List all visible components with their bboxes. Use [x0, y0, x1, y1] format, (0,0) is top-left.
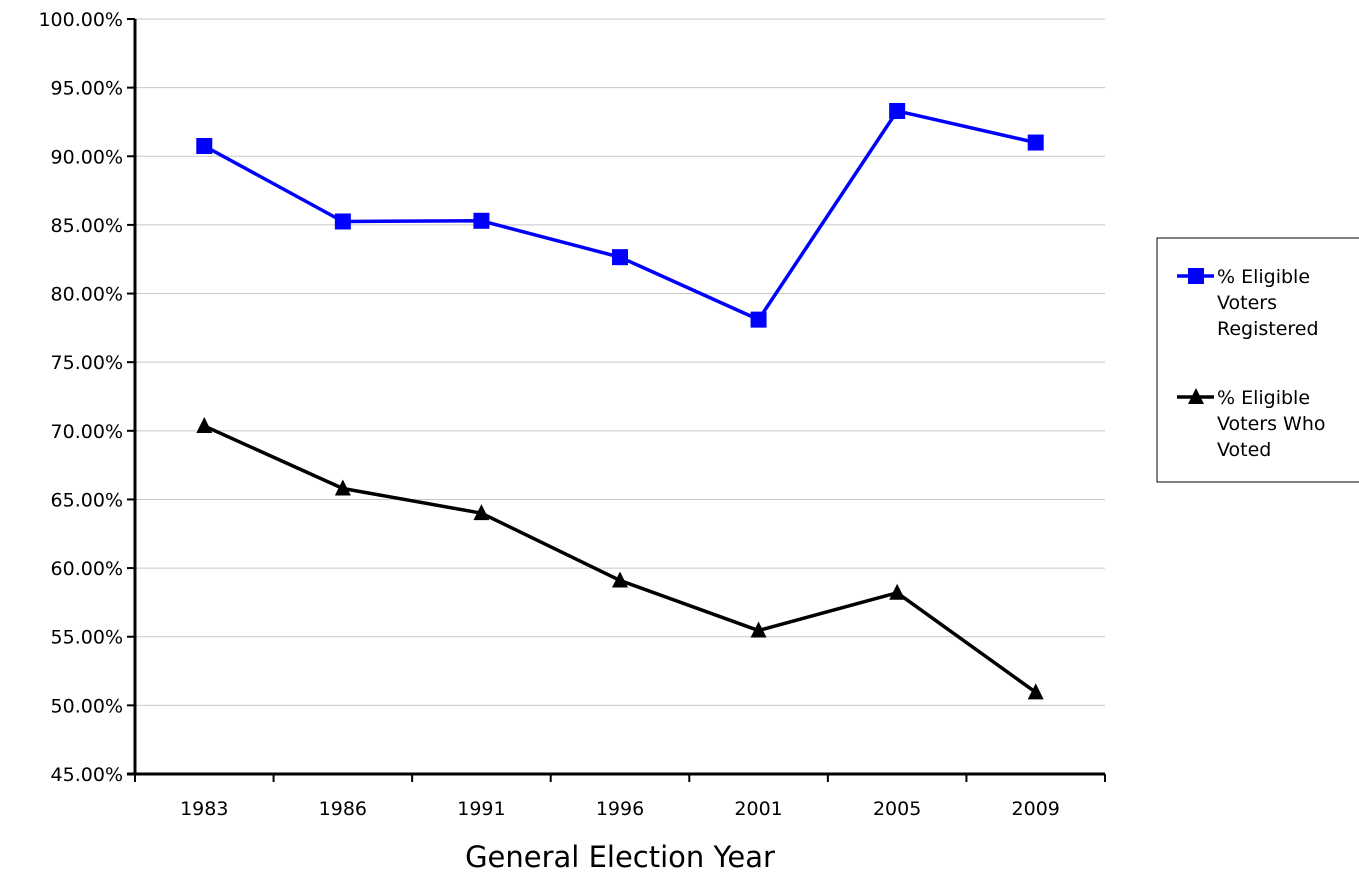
series-line [203, 424, 1037, 694]
legend-label: Voters [1217, 292, 1277, 314]
legend-label: Voters Who [1217, 413, 1326, 435]
legend-marker [1188, 388, 1204, 404]
data-point [750, 311, 767, 328]
legend: % Eligible Voters Registered % Eligible Vote… [1156, 237, 1359, 483]
grid-lines [135, 18, 1105, 706]
y-tick-label: 55.00% [51, 627, 123, 649]
x-tick-label: 2005 [873, 798, 921, 820]
legend-label: % Eligible [1217, 266, 1310, 288]
y-tick-label: 85.00% [51, 215, 123, 237]
y-axis-ticks: 45.00% 50.00% 55.00% 60.00% 65.00% 70.00% 75.0… [38, 9, 135, 786]
data-point [334, 213, 351, 230]
x-tick-label: 1986 [319, 798, 367, 820]
y-tick-label: 65.00% [51, 489, 123, 511]
legend-entry: % Eligible Voters Registered [1177, 266, 1319, 340]
y-tick-label: 50.00% [51, 695, 123, 717]
data-point [612, 249, 628, 266]
data-point [1027, 683, 1044, 700]
legend-marker [1188, 268, 1204, 284]
y-tick-label: 75.00% [51, 352, 123, 374]
y-tick-label: 100.00% [38, 9, 123, 31]
data-point [1027, 134, 1044, 151]
legend-label: % Eligible [1217, 387, 1310, 409]
x-tick-label: 1996 [596, 798, 644, 820]
x-tick-label: 1983 [180, 798, 228, 820]
axes [127, 19, 1105, 776]
x-axis-ticks: 1983 1986 1991 1996 2001 2005 2009 [134, 774, 1106, 820]
legend-label: Voted [1217, 439, 1271, 461]
data-point [334, 479, 351, 496]
y-tick-label: 70.00% [51, 421, 123, 443]
y-tick-label: 60.00% [51, 558, 123, 580]
x-tick-label: 2001 [734, 798, 782, 820]
y-tick-label: 80.00% [51, 284, 123, 306]
data-point [196, 417, 213, 434]
data-point [473, 212, 490, 229]
data-point [196, 137, 213, 154]
x-tick-label: 2009 [1012, 798, 1060, 820]
data-point [473, 504, 490, 521]
series-line [203, 109, 1037, 322]
legend-entry: % Eligible Voters Who Voted [1177, 387, 1326, 461]
x-axis-title: General Election Year [465, 840, 775, 872]
data-point [889, 102, 906, 119]
y-tick-label: 95.00% [51, 78, 123, 100]
series-2 [196, 417, 1044, 700]
series-1 [196, 102, 1044, 328]
series-layer [196, 102, 1044, 700]
data-point [612, 571, 628, 588]
y-tick-label: 45.00% [51, 764, 123, 786]
data-point [750, 621, 767, 638]
y-tick-label: 90.00% [51, 146, 123, 168]
x-tick-label: 1991 [457, 798, 505, 820]
data-point [889, 583, 906, 600]
legend-label: Registered [1217, 318, 1319, 340]
